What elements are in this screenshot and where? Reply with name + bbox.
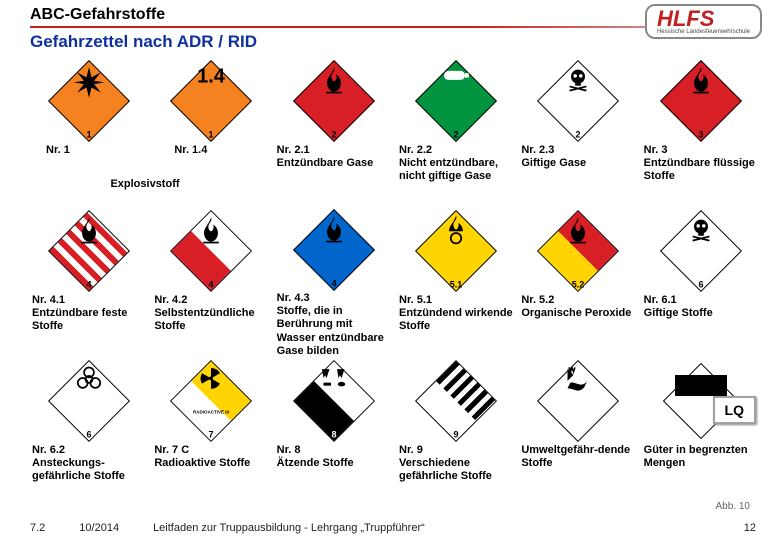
cylinder-icon [441,65,471,88]
logo-subtext: Hessische Landesfeuerwehrschule [657,29,750,35]
class-number: 4 [87,279,92,289]
class-number: 1 [87,129,92,139]
hazard-cell-8: 8 Nr. 8Ätzende Stoffe [273,358,395,498]
class-number: 8 [331,429,336,439]
hazard-cell-7c: RADIOACTIVE III 7 Nr. 7 CRadioaktive Stoff… [150,358,272,498]
hazard-cell-2_2: 2 Nr. 2.2Nicht entzündbare, nicht giftige… [395,58,517,208]
hazard-diamond-4_1: 4 [48,210,130,292]
hazard-cell-4_2: 4 Nr. 4.2Selbstentzündliche Stoffe [150,208,272,358]
hazard-diamond-9: 9 [415,360,497,442]
hazard-label-4_3: Nr. 4.3Stoffe, die in Berührung mit Wass… [273,292,395,358]
hazard-cell-5_1: 5.1 Nr. 5.1Entzündend wirkende Stoffe [395,208,517,358]
corrosive-icon [319,365,349,392]
class-number: 6 [698,279,703,289]
hazard-cell-3: 3 Nr. 3Entzündbare flüssige Stoffe [640,58,762,208]
hazard-bigtext: 1.4 [198,65,226,88]
hazard-diamond-6_1: 6 [660,210,742,292]
hazard-label-4_2: Nr. 4.2Selbstentzündliche Stoffe [150,294,272,334]
flame-icon [321,214,347,247]
hazard-label-3: Nr. 3Entzündbare flüssige Stoffe [640,144,762,184]
hazard-label-6_1: Nr. 6.1Giftige Stoffe [640,294,717,320]
trefoil-icon [198,365,224,394]
skull-icon [564,65,592,96]
figure-caption: Abb. 10 [716,501,750,512]
biohazard-icon [75,365,103,396]
hazard-diamond-2_1: 2 [293,60,375,142]
class-number: 6 [87,429,92,439]
hazard-label-1: Nr. 1 [28,144,74,157]
hazard-diamond-1: 1 [48,60,130,142]
flame-icon [688,65,714,98]
class-number: 5.1 [450,279,463,289]
hazard-label-lq: Güter in begrenzten Mengen [640,444,762,470]
logo: HLFS Hessische Landesfeuerwehrschule [645,4,762,39]
hazard-diamond-2_3: 2 [537,60,619,142]
hazard-diamond-3: 3 [660,60,742,142]
hazard-diamond-env [537,360,619,442]
hazard-label-2_2: Nr. 2.2Nicht entzündbare, nicht giftige … [395,144,517,184]
footer-page: 12 [744,522,756,534]
hazard-cell-9: 9 Nr. 9Verschiedene gefährliche Stoffe [395,358,517,498]
hazard-diamond-2_2: 2 [415,60,497,142]
hazard-label-6_2: Nr. 6.2Ansteckungs-gefährliche Stoffe [28,444,150,484]
hazard-label-env: Umweltgefähr-dende Stoffe [517,444,639,470]
class-number: 9 [454,429,459,439]
hazard-cell-lq: LQ Güter in begrenzten Mengen [640,358,762,498]
hazard-label-7c: Nr. 7 CRadioaktive Stoffe [150,444,254,470]
burst-icon [72,65,106,102]
hazard-diamond-1_4: 1.41 [170,60,252,142]
lq-label: LQ [713,396,756,424]
hazard-cell-env: Umweltgefähr-dende Stoffe [517,358,639,498]
hazard-cell-6_1: 6 Nr. 6.1Giftige Stoffe [640,208,762,358]
hazard-extra-text: RADIOACTIVE III [193,409,229,414]
hazard-diamond-8: 8 [293,360,375,442]
hazard-cell-4_3: 4 Nr. 4.3Stoffe, die in Berührung mit Was… [273,208,395,358]
class-number: 2 [331,129,336,139]
hazard-cell-2_1: 2 Nr. 2.1Entzündbare Gase [273,58,395,208]
hazard-label-2_3: Nr. 2.3Giftige Gase [517,144,590,170]
hazard-cell-5_2: 5.2 Nr. 5.2Organische Peroxide [517,208,639,358]
hazard-diamond-4_3: 4 [293,209,375,291]
class-number: 3 [698,129,703,139]
hazard-diamond-5_2: 5.2 [537,210,619,292]
class-number: 4 [331,278,336,288]
class-number: 7 [209,429,214,439]
hazard-label-8: Nr. 8Ätzende Stoffe [273,444,358,470]
flame-icon [76,215,102,248]
footer-caption: Leitfaden zur Truppausbildung - Lehrgang… [153,522,425,534]
hazard-label-5_1: Nr. 5.1Entzündend wirkende Stoffe [395,294,517,334]
hazard-label-2_1: Nr. 2.1Entzündbare Gase [273,144,378,170]
hazard-label-9: Nr. 9Verschiedene gefährliche Stoffe [395,444,517,484]
hazard-label-1_4: Nr. 1.4 [150,144,211,157]
class-number: 2 [454,129,459,139]
explosivstoff-shared-label: Explosivstoff [30,178,260,190]
skull-icon [687,215,715,246]
hazard-cell-4_1: 4 Nr. 4.1Entzündbare feste Stoffe [28,208,150,358]
class-number: 1 [209,129,214,139]
flame-o-icon [443,215,469,248]
fish-tree-icon [563,365,593,396]
hazard-grid: 1Nr. 11.41Nr. 1.42Nr. 2.1Entzündbare Gas… [0,58,780,498]
hazard-label-5_2: Nr. 5.2Organische Peroxide [517,294,635,320]
hazard-cell-6_2: 6 Nr. 6.2Ansteckungs-gefährliche Stoffe [28,358,150,498]
logo-text: HLFS [657,6,714,31]
hazard-cell-2_3: 2 Nr. 2.3Giftige Gase [517,58,639,208]
class-number: 5.2 [572,279,585,289]
hazard-diamond-6_2: 6 [48,360,130,442]
class-number: 2 [576,129,581,139]
flame-icon [565,215,591,248]
hazard-diamond-7c: RADIOACTIVE III 7 [170,360,252,442]
class-number: 4 [209,279,214,289]
hazard-diamond-5_1: 5.1 [415,210,497,292]
flame-icon [321,65,347,98]
hazard-diamond-4_2: 4 [170,210,252,292]
footer-date: 10/2014 [79,522,119,534]
hazard-label-4_1: Nr. 4.1Entzündbare feste Stoffe [28,294,150,334]
footer: 7.2 10/2014 Leitfaden zur Truppausbildun… [0,522,780,534]
flame-icon [198,215,224,248]
footer-chapter: 7.2 [30,522,45,534]
